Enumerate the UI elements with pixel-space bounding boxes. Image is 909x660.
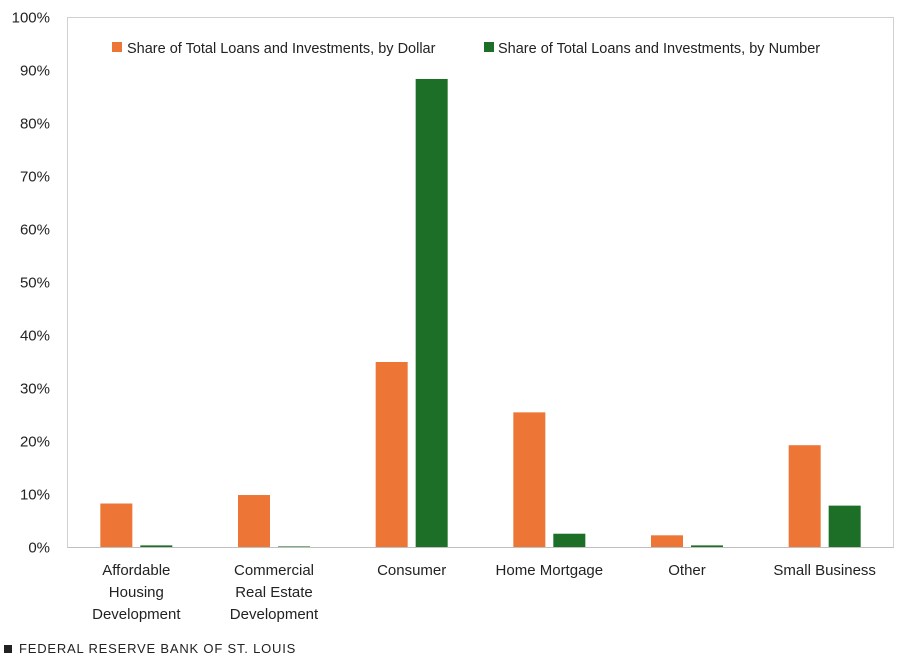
legend-label-number: Share of Total Loans and Investments, by… xyxy=(498,41,820,57)
x-category-label: Small Business xyxy=(773,562,876,579)
bar-number xyxy=(691,545,723,548)
x-category-label-line: Real Estate xyxy=(235,584,313,601)
y-axis: 0% 10% 20% 30% 40% 50% 60% 70% 80% 90% 100% xyxy=(12,10,50,557)
x-category-label-line: Housing xyxy=(109,584,164,601)
bar-number xyxy=(415,78,448,548)
bar-number xyxy=(140,545,173,548)
y-tick-label: 80% xyxy=(20,116,50,133)
bar-chart: 0% 10% 20% 30% 40% 50% 60% 70% 80% 90% 100% Afford… xyxy=(12,10,894,623)
y-tick-label: 60% xyxy=(20,222,50,239)
footer: FEDERAL RESERVE BANK OF ST. LOUIS xyxy=(4,641,296,656)
bar-number xyxy=(553,533,586,548)
bar-dollar xyxy=(513,412,546,548)
x-category-label-line: Consumer xyxy=(377,562,446,579)
x-category-label-line: Home Mortgage xyxy=(496,562,604,579)
y-tick-label: 50% xyxy=(20,275,50,292)
legend-swatch-dollar xyxy=(112,42,122,52)
y-tick-label: 40% xyxy=(20,328,50,345)
y-tick-label: 0% xyxy=(28,540,50,557)
footer-square-icon xyxy=(4,644,12,653)
bar-dollar xyxy=(651,535,683,548)
bars xyxy=(100,78,861,548)
legend-swatch-number xyxy=(484,42,494,52)
y-tick-label: 100% xyxy=(12,10,50,27)
bar-dollar xyxy=(375,362,408,548)
y-tick-label: 90% xyxy=(20,63,50,80)
x-category-label-line: Small Business xyxy=(773,562,876,579)
bar-dollar xyxy=(100,503,133,548)
x-category-label-line: Development xyxy=(230,606,319,623)
legend: Share of Total Loans and Investments, by… xyxy=(112,41,820,57)
x-category-label-line: Development xyxy=(92,606,181,623)
x-category-label: Consumer xyxy=(377,562,446,579)
x-category-label-line: Commercial xyxy=(234,562,314,579)
x-category-label-line: Affordable xyxy=(102,562,170,579)
y-tick-label: 10% xyxy=(20,487,50,504)
y-tick-label: 20% xyxy=(20,434,50,451)
x-category-label: Home Mortgage xyxy=(496,562,604,579)
bar-dollar xyxy=(788,445,821,548)
x-category-label: Other xyxy=(668,562,706,579)
x-category-label-line: Other xyxy=(668,562,706,579)
bar-dollar xyxy=(238,495,270,548)
y-tick-label: 30% xyxy=(20,381,50,398)
bar-number xyxy=(278,546,310,548)
legend-label-dollar: Share of Total Loans and Investments, by… xyxy=(127,41,436,57)
x-axis: Affordable Housing Development Commercial Re… xyxy=(92,562,876,623)
y-tick-label: 70% xyxy=(20,169,50,186)
footer-source: FEDERAL RESERVE BANK OF ST. LOUIS xyxy=(19,641,297,656)
bar-number xyxy=(828,505,861,548)
x-category-label: Affordable Housing Development xyxy=(92,562,181,623)
x-category-label: Commercial Real Estate Development xyxy=(230,562,319,623)
plot-area-frame xyxy=(67,17,894,548)
